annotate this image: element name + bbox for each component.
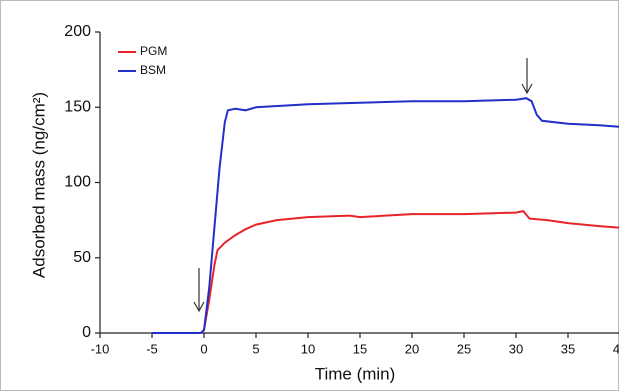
line <box>152 209 619 334</box>
x-tick-label: 5 <box>252 341 259 356</box>
x-tick-label: 20 <box>405 341 419 356</box>
y-tick-label: 200 <box>64 23 91 40</box>
y-tick-label: 50 <box>73 249 91 266</box>
x-tick-label: -5 <box>146 341 158 356</box>
x-tick-label: 10 <box>301 341 315 356</box>
line <box>152 97 619 334</box>
arrow <box>193 268 205 313</box>
y-axis-label: Adsorbed mass (ng/cm²) <box>29 92 48 278</box>
x-tick-label: 40 <box>613 341 619 356</box>
y-tick-label: 100 <box>64 174 91 191</box>
x-tick-label: 15 <box>353 341 367 356</box>
x-tick-label: 0 <box>200 341 207 356</box>
arrow <box>521 58 533 95</box>
x-tick-label: -10 <box>91 341 110 356</box>
legend-label: PGM <box>140 44 167 58</box>
x-tick-label: 30 <box>509 341 523 356</box>
y-tick-label: 150 <box>64 98 91 115</box>
x-tick-label: 25 <box>457 341 471 356</box>
x-tick-label: 35 <box>561 341 575 356</box>
legend-label: BSM <box>140 63 166 77</box>
y-tick-label: 0 <box>82 324 91 341</box>
x-axis-label: Time (min) <box>315 364 396 383</box>
